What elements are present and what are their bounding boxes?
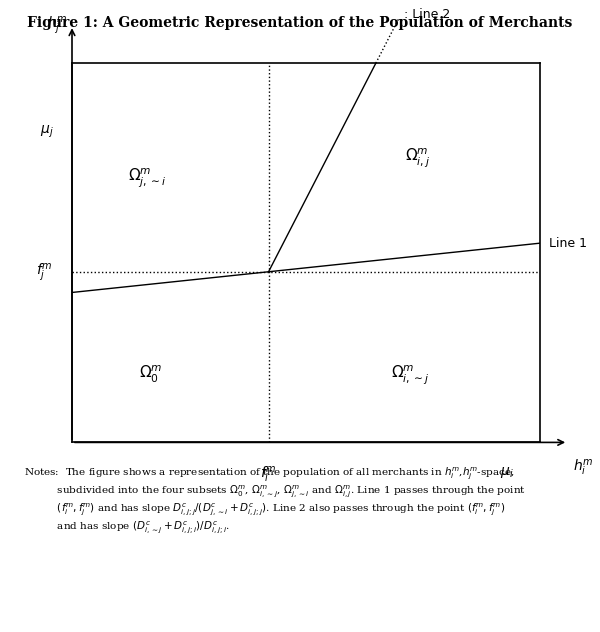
Text: $\Omega^m_{i,\sim j}$: $\Omega^m_{i,\sim j}$ [391, 363, 429, 386]
Text: $h_j^m$: $h_j^m$ [47, 15, 67, 36]
Text: Line 1: Line 1 [550, 236, 587, 250]
Text: $f_i^m$: $f_i^m$ [260, 465, 277, 485]
Text: $\Omega^m_0$: $\Omega^m_0$ [139, 363, 163, 385]
Text: $\mu_j$: $\mu_j$ [40, 123, 53, 140]
Text: Notes:  The figure shows a representation of the population of all merchants in : Notes: The figure shows a representation… [24, 465, 526, 535]
Text: $h_i^m$: $h_i^m$ [573, 458, 593, 478]
Text: Figure 1: A Geometric Representation of the Population of Merchants: Figure 1: A Geometric Representation of … [28, 16, 572, 30]
Text: $f_j^m$: $f_j^m$ [37, 261, 53, 283]
Text: : Line 2: : Line 2 [404, 8, 450, 21]
Text: $\Omega^m_{j,\sim i}$: $\Omega^m_{j,\sim i}$ [128, 166, 166, 190]
Text: $\mu_i$: $\mu_i$ [500, 465, 514, 480]
Text: $\Omega^m_{i,j}$: $\Omega^m_{i,j}$ [405, 145, 430, 169]
